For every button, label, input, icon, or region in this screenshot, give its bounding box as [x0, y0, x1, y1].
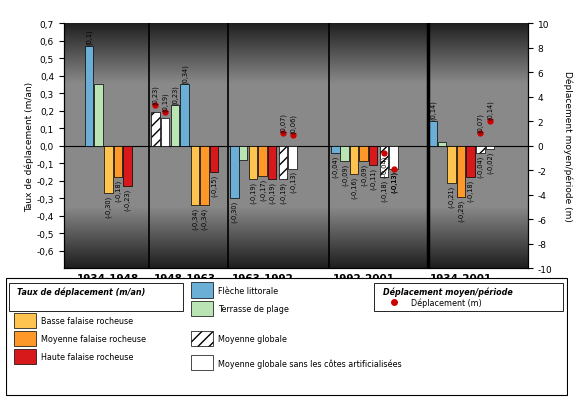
Text: Haute falaise rocheuse: Haute falaise rocheuse	[41, 352, 133, 361]
Text: (-0,23): (-0,23)	[124, 188, 131, 211]
Bar	[360, 146, 368, 162]
Text: (0,34): (0,34)	[182, 64, 188, 83]
Bar	[456, 146, 465, 197]
Bar	[180, 85, 189, 146]
Bar	[350, 146, 358, 174]
Bar	[230, 146, 238, 199]
Text: (-0,15): (-0,15)	[211, 174, 218, 196]
Bar	[210, 146, 218, 172]
Bar	[466, 146, 474, 178]
Text: (-0,13): (-0,13)	[289, 171, 296, 193]
Bar	[369, 146, 378, 166]
Bar	[331, 146, 339, 153]
Text: (-0,30): (-0,30)	[106, 195, 112, 217]
Text: (0,06): (0,06)	[289, 114, 296, 134]
FancyBboxPatch shape	[6, 278, 567, 395]
Text: (-0,09): (-0,09)	[360, 164, 367, 186]
Text: Déplacement moyen/période: Déplacement moyen/période	[383, 286, 513, 296]
Text: (-0,13): (-0,13)	[390, 171, 397, 193]
Text: (-0,34): (-0,34)	[192, 208, 198, 230]
Bar	[380, 146, 389, 178]
Bar	[279, 146, 288, 180]
Text: Moyenne globale sans les côtes artificialisées: Moyenne globale sans les côtes artificia…	[219, 358, 402, 368]
FancyBboxPatch shape	[374, 283, 563, 311]
Bar	[447, 146, 456, 183]
Text: Taux de déplacement (m/an): Taux de déplacement (m/an)	[17, 286, 146, 296]
Bar	[340, 146, 349, 162]
Bar	[14, 331, 35, 346]
Text: (-0,04): (-0,04)	[381, 155, 387, 177]
Bar	[161, 118, 169, 146]
Text: (0,19): (0,19)	[162, 92, 168, 111]
Bar	[485, 146, 494, 150]
Text: (-0,18): (-0,18)	[467, 180, 474, 202]
Text: (0,14): (0,14)	[430, 100, 436, 120]
Text: (-0,19): (-0,19)	[250, 181, 256, 203]
Text: Basse falaise rocheuse: Basse falaise rocheuse	[41, 316, 133, 325]
Text: Déplacement (m): Déplacement (m)	[411, 298, 481, 307]
Y-axis label: Taux de déplacement (m/an): Taux de déplacement (m/an)	[24, 81, 34, 211]
Bar	[476, 146, 485, 153]
Bar	[114, 146, 122, 178]
Text: (0,14): (0,14)	[487, 100, 493, 120]
Bar	[124, 146, 132, 186]
Text: (0,07): (0,07)	[477, 112, 484, 132]
Text: (-0,30): (-0,30)	[231, 200, 237, 223]
Text: (0,23): (0,23)	[152, 85, 158, 104]
Bar	[268, 146, 277, 180]
Bar	[389, 146, 398, 169]
Bar	[239, 146, 247, 160]
Text: (-0,34): (-0,34)	[201, 208, 208, 230]
FancyBboxPatch shape	[9, 283, 183, 311]
Text: (-0,11): (-0,11)	[370, 167, 376, 189]
Bar	[191, 283, 213, 298]
Bar	[191, 301, 213, 316]
Text: (0,1): (0,1)	[86, 29, 92, 45]
Text: (-0,13): (-0,13)	[390, 171, 397, 193]
Text: (0,07): (0,07)	[280, 112, 287, 132]
Bar	[95, 85, 103, 146]
Text: Flèche littorale: Flèche littorale	[219, 286, 278, 295]
Bar	[191, 146, 200, 206]
Bar	[151, 113, 160, 146]
Text: Terrasse de plage: Terrasse de plage	[219, 304, 289, 313]
Bar	[288, 146, 297, 169]
Bar	[429, 122, 437, 146]
Text: (-0,16): (-0,16)	[351, 176, 357, 198]
Bar	[171, 106, 179, 146]
Text: (-0,04): (-0,04)	[332, 155, 339, 177]
Bar	[14, 313, 35, 328]
Bar	[14, 349, 35, 365]
Text: (-0,19): (-0,19)	[269, 181, 276, 203]
Text: (-0,21): (-0,21)	[448, 185, 455, 207]
Text: (-0,17): (-0,17)	[259, 178, 266, 200]
Bar	[200, 146, 209, 206]
Text: (-0,19): (-0,19)	[280, 181, 287, 203]
Text: (-0,02): (-0,02)	[487, 152, 493, 174]
Bar	[191, 331, 213, 346]
Bar	[191, 355, 213, 371]
Text: Moyenne falaise rocheuse: Moyenne falaise rocheuse	[41, 334, 146, 343]
Bar	[85, 47, 93, 146]
Bar	[249, 146, 258, 180]
Text: (-0,04): (-0,04)	[477, 155, 484, 177]
Text: (-0,18): (-0,18)	[381, 180, 387, 202]
Bar	[259, 146, 267, 176]
Text: (-0,09): (-0,09)	[342, 164, 348, 186]
Text: (0,23): (0,23)	[172, 85, 178, 104]
Bar	[438, 143, 446, 146]
Text: (-0,18): (-0,18)	[115, 180, 121, 202]
Y-axis label: Déplacement moyen/période (m): Déplacement moyen/période (m)	[563, 71, 573, 222]
Text: Moyenne globale: Moyenne globale	[219, 334, 287, 343]
Text: (-0,29): (-0,29)	[458, 199, 464, 221]
Bar	[104, 146, 113, 194]
